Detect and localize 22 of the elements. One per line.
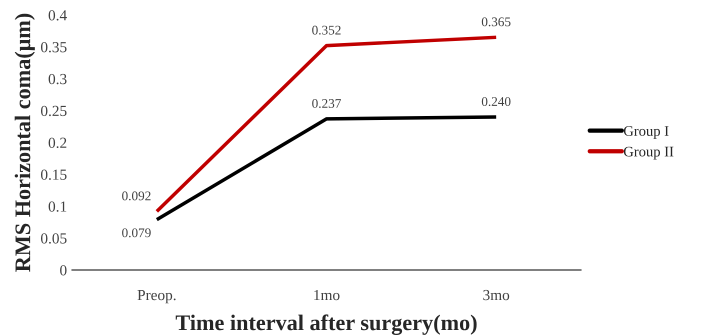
x-tick-label: 3mo <box>483 290 510 300</box>
x-tick-label: Preop. <box>138 290 176 304</box>
data-label: 0.237 <box>312 98 341 108</box>
y-tick-label: 0.35 <box>40 42 67 52</box>
legend-label: Group I <box>624 126 669 139</box>
data-label: 0.079 <box>122 228 151 238</box>
y-tick-label: 0.25 <box>40 106 67 116</box>
x-axis-title: Time interval after surgery(mo) <box>176 314 477 335</box>
data-label: 0.365 <box>482 17 510 26</box>
x-tick-label: 1mo <box>314 290 340 300</box>
legend-label: Group II <box>624 146 674 160</box>
y-tick-label: 0 <box>60 265 67 276</box>
y-tick-label: 0.15 <box>40 170 67 180</box>
y-tick-label: 0.4 <box>48 10 67 21</box>
y-tick-label: 0.2 <box>48 138 66 148</box>
y-axis-title: RMS Horizontal coma(μm) <box>14 14 35 272</box>
data-label: 0.092 <box>122 191 151 200</box>
data-label: 0.352 <box>312 26 341 35</box>
y-tick-label: 0.1 <box>48 201 66 212</box>
data-label: 0.240 <box>482 97 511 106</box>
y-tick-label: 0.05 <box>40 233 67 244</box>
y-tick-label: 0.3 <box>48 74 67 84</box>
